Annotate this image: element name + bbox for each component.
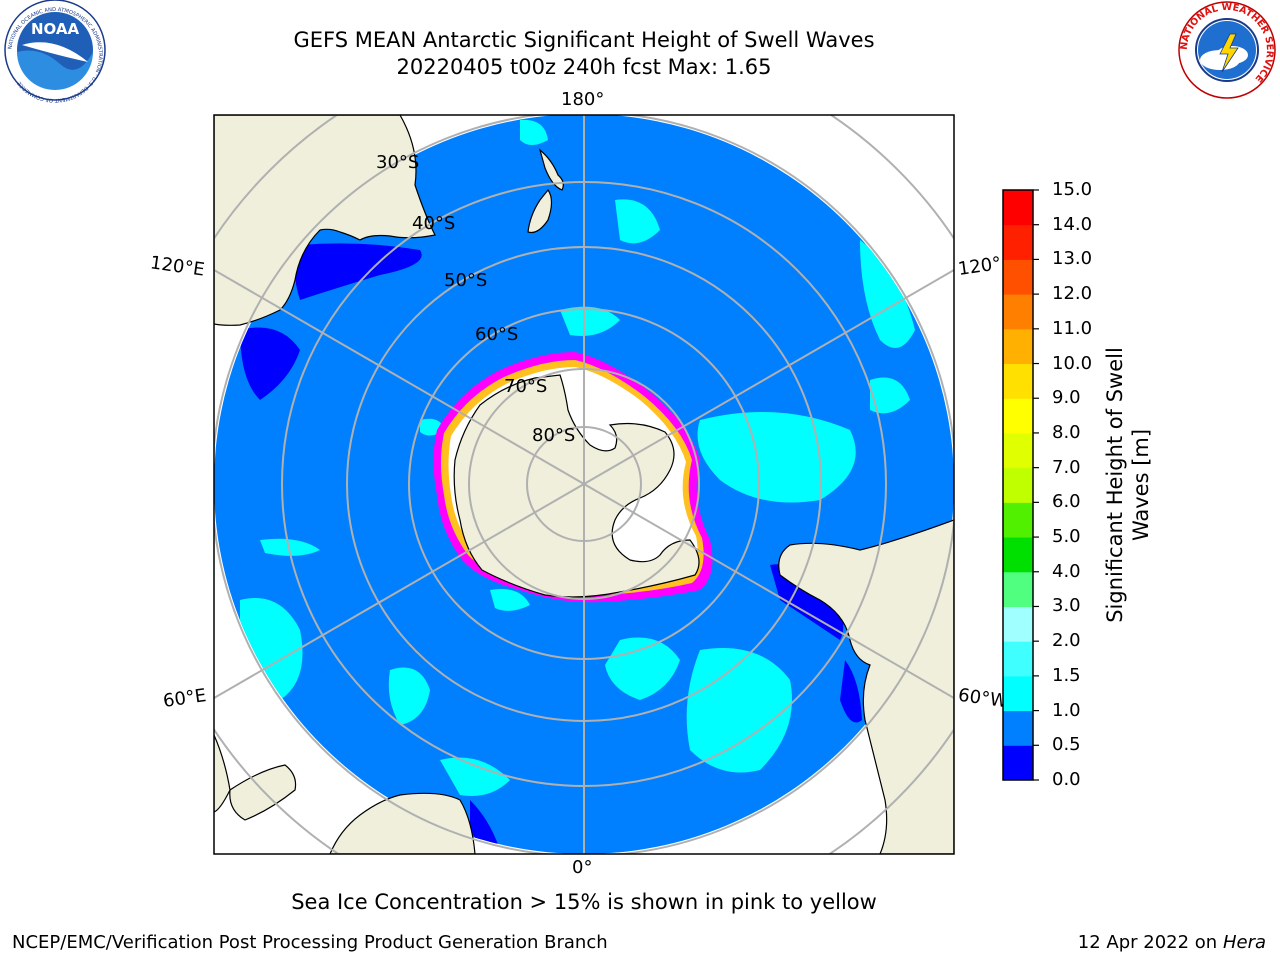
colorbar-segment (1003, 294, 1033, 330)
land-south-america (778, 519, 954, 854)
colorbar-tick-label: 5.0 (1052, 526, 1081, 548)
colorbar-tick-label: 14.0 (1052, 213, 1093, 235)
colorbar-tick-label: 1.0 (1052, 699, 1081, 721)
low-swell-patches (240, 243, 862, 850)
colorbar-title-line2: Waves [m] (1129, 428, 1153, 542)
colorbar-tick-label: 7.0 (1052, 456, 1081, 478)
sea-ice-caption: Sea Ice Concentration > 15% is shown in … (291, 890, 877, 914)
colorbar-tick-label: 10.0 (1052, 352, 1093, 374)
land-antarctica (453, 374, 700, 598)
land-africa (329, 792, 476, 854)
footer-right: 12 Apr 2022 on Hera (1078, 932, 1266, 953)
colorbar-tick-label: 4.0 (1052, 560, 1081, 582)
lon-label-180: 180° (561, 89, 605, 110)
chart-title: GEFS MEAN Antarctic Significant Height o… (293, 28, 875, 52)
footer-host: Hera (1222, 932, 1266, 953)
colorbar-tick-label: 0.0 (1052, 769, 1081, 790)
colorbar-segment (1003, 571, 1033, 607)
lat-label-80s: 80°S (532, 425, 576, 446)
lat-label-70s: 70°S (504, 376, 548, 397)
colorbar-tick-label: 6.0 (1052, 491, 1081, 513)
colorbar-tick-label: 8.0 (1052, 421, 1081, 443)
colorbar-segment (1003, 537, 1033, 573)
colorbar-tick-label: 3.0 (1052, 595, 1081, 617)
land-new-zealand-south (527, 188, 553, 234)
colorbar-tick-label: 13.0 (1052, 248, 1093, 270)
colorbar-title-line1: Significant Height of Swell (1103, 347, 1127, 623)
lat-label-50s: 50°S (444, 270, 488, 291)
colorbar-segment (1003, 398, 1033, 434)
colorbar-tick-label: 12.0 (1052, 283, 1093, 305)
colorbar-tick-label: 2.0 (1052, 630, 1081, 652)
footer-left: NCEP/EMC/Verification Post Processing Pr… (12, 932, 608, 953)
lat-label-30s: 30°S (376, 152, 420, 173)
colorbar-segment (1003, 675, 1033, 712)
noaa-logo-text: NOAA (31, 20, 80, 38)
map-frame (213, 114, 955, 855)
lon-label-0: 0° (572, 857, 593, 878)
colorbar-tick-label: 0.5 (1052, 734, 1081, 756)
colorbar-segment (1003, 502, 1033, 538)
colorbar-segment (1003, 432, 1033, 469)
swell-patches (240, 119, 915, 796)
longitude-grid (214, 115, 954, 854)
colorbar-segment (1003, 190, 1033, 226)
land-africa-west (214, 734, 231, 813)
colorbar-tick-label: 11.0 (1052, 317, 1093, 339)
colorbar-segment (1003, 328, 1033, 365)
colorbar-segment (1003, 710, 1033, 746)
colorbar-segment (1003, 259, 1033, 295)
colorbar-segment (1003, 745, 1033, 781)
lat-label-60s: 60°S (475, 324, 519, 345)
colorbar-segment (1003, 224, 1033, 260)
land-australia (214, 115, 436, 326)
colorbar-tick-label: 1.5 (1052, 664, 1081, 686)
colorbar-tick-label: 9.0 (1052, 387, 1081, 409)
footer-date: 12 Apr 2022 on (1077, 932, 1223, 953)
lat-label-40s: 40°S (412, 213, 456, 234)
colorbar-tick-label: 15.0 (1052, 179, 1093, 200)
colorbar-frame (1002, 189, 1034, 781)
land-madagascar (229, 764, 297, 821)
nws-logo: NATIONAL WEATHER SERVICE (1178, 1, 1276, 99)
noaa-logo: NOAA NATIONAL OCEANIC AND ATMOSPHERIC AD… (4, 0, 106, 103)
colorbar-segment (1003, 606, 1033, 642)
colorbar-segment (1003, 363, 1033, 399)
colorbar-segment (1003, 641, 1033, 677)
chart-subtitle: 20220405 t00z 240h fcst Max: 1.65 (396, 55, 772, 79)
colorbar-segment (1003, 467, 1033, 503)
